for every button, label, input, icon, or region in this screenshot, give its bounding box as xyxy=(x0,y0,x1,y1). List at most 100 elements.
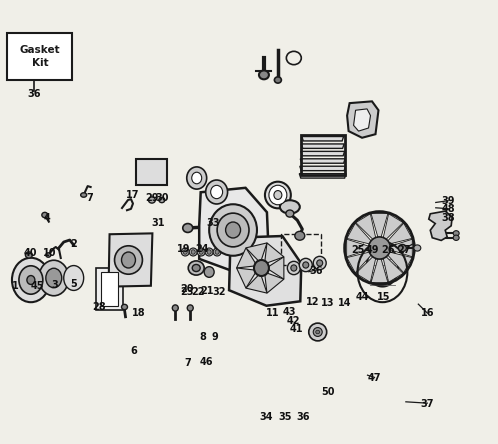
Text: 31: 31 xyxy=(151,218,165,228)
Ellipse shape xyxy=(274,190,282,199)
Ellipse shape xyxy=(309,323,327,341)
Text: 15: 15 xyxy=(376,293,390,302)
Text: 36: 36 xyxy=(296,412,310,422)
Ellipse shape xyxy=(226,222,241,238)
Text: 21: 21 xyxy=(200,286,214,296)
Text: 24: 24 xyxy=(195,244,209,254)
Ellipse shape xyxy=(159,197,165,202)
Polygon shape xyxy=(354,109,371,131)
Text: 43: 43 xyxy=(283,307,297,317)
Ellipse shape xyxy=(189,248,197,256)
Text: 19: 19 xyxy=(176,244,190,254)
Polygon shape xyxy=(384,223,412,246)
Polygon shape xyxy=(300,166,346,170)
Polygon shape xyxy=(367,245,398,286)
Ellipse shape xyxy=(183,250,187,254)
Ellipse shape xyxy=(42,212,48,218)
Text: Gasket
Kit: Gasket Kit xyxy=(19,45,60,68)
Polygon shape xyxy=(382,253,403,282)
Ellipse shape xyxy=(46,253,51,257)
Text: 42: 42 xyxy=(287,316,301,325)
Text: 28: 28 xyxy=(92,302,106,312)
Polygon shape xyxy=(300,159,345,163)
Ellipse shape xyxy=(299,258,312,272)
Text: 4: 4 xyxy=(44,213,51,222)
Bar xyxy=(136,159,167,185)
Polygon shape xyxy=(356,253,377,282)
Polygon shape xyxy=(429,211,452,241)
Text: 36: 36 xyxy=(309,266,323,276)
Ellipse shape xyxy=(205,248,213,256)
Text: 16: 16 xyxy=(420,308,434,318)
Ellipse shape xyxy=(25,252,32,258)
Text: 25: 25 xyxy=(351,245,365,254)
Polygon shape xyxy=(109,234,152,287)
Ellipse shape xyxy=(192,265,200,272)
Ellipse shape xyxy=(453,235,459,241)
Ellipse shape xyxy=(197,248,205,256)
Polygon shape xyxy=(237,248,257,268)
Text: 47: 47 xyxy=(368,373,381,383)
Polygon shape xyxy=(229,236,301,306)
Text: 41: 41 xyxy=(289,324,303,333)
Bar xyxy=(96,268,123,310)
Text: 1: 1 xyxy=(11,281,18,291)
Polygon shape xyxy=(384,239,412,257)
Ellipse shape xyxy=(172,305,178,311)
Text: 37: 37 xyxy=(420,399,434,409)
Ellipse shape xyxy=(295,231,305,240)
Bar xyxy=(301,135,345,175)
Polygon shape xyxy=(266,257,284,279)
Polygon shape xyxy=(347,251,375,273)
Polygon shape xyxy=(301,144,344,148)
Text: 2: 2 xyxy=(70,239,77,249)
Text: 14: 14 xyxy=(338,298,352,308)
Text: 26: 26 xyxy=(381,245,395,254)
Bar xyxy=(101,272,118,305)
Ellipse shape xyxy=(274,77,281,83)
Text: 20: 20 xyxy=(180,285,194,294)
Ellipse shape xyxy=(122,304,127,309)
Ellipse shape xyxy=(215,250,219,254)
Ellipse shape xyxy=(213,248,221,256)
Ellipse shape xyxy=(303,262,309,268)
Ellipse shape xyxy=(209,204,257,256)
Text: 34: 34 xyxy=(259,412,273,422)
Ellipse shape xyxy=(39,260,69,296)
Ellipse shape xyxy=(199,250,203,254)
Ellipse shape xyxy=(122,252,135,268)
Text: 17: 17 xyxy=(126,190,140,200)
Polygon shape xyxy=(237,268,257,288)
Ellipse shape xyxy=(453,231,459,236)
Ellipse shape xyxy=(280,200,300,214)
Text: 39: 39 xyxy=(441,196,455,206)
Polygon shape xyxy=(301,151,345,156)
Text: 23: 23 xyxy=(180,287,194,297)
Text: 9: 9 xyxy=(212,332,219,341)
Text: 7: 7 xyxy=(185,358,192,368)
Polygon shape xyxy=(246,273,267,293)
Ellipse shape xyxy=(12,258,50,302)
Ellipse shape xyxy=(19,266,43,294)
Text: 48: 48 xyxy=(441,204,455,214)
Ellipse shape xyxy=(46,268,62,288)
Ellipse shape xyxy=(192,172,202,184)
Text: 38: 38 xyxy=(441,213,455,222)
Ellipse shape xyxy=(206,180,228,204)
Ellipse shape xyxy=(183,224,193,233)
Ellipse shape xyxy=(64,266,84,290)
Ellipse shape xyxy=(191,250,195,254)
Ellipse shape xyxy=(115,246,142,274)
Text: 11: 11 xyxy=(266,308,280,318)
Polygon shape xyxy=(382,214,403,243)
Ellipse shape xyxy=(286,210,294,217)
Bar xyxy=(281,234,321,265)
Bar xyxy=(7,33,72,80)
Polygon shape xyxy=(302,136,344,141)
Text: 5: 5 xyxy=(70,279,77,289)
Polygon shape xyxy=(347,223,375,246)
Ellipse shape xyxy=(181,248,189,256)
Ellipse shape xyxy=(291,265,297,271)
Text: 35: 35 xyxy=(278,412,292,422)
Ellipse shape xyxy=(414,245,421,251)
